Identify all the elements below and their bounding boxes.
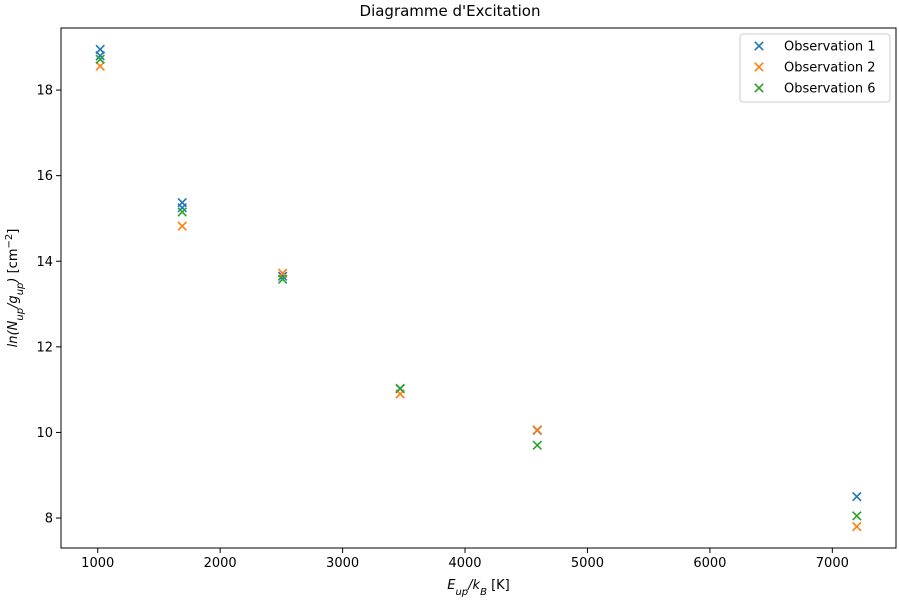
legend-box xyxy=(739,33,891,103)
y-axis-label: ln(Nup/gup) [cm−2] xyxy=(4,229,26,348)
legend-label: Observation 6 xyxy=(784,82,876,97)
y-tick-label: 16 xyxy=(36,169,53,184)
x-tick-label: 2000 xyxy=(204,556,237,571)
data-point-observation-1 xyxy=(95,51,105,61)
plot-area-frame xyxy=(60,27,897,549)
y-axis-ticks: 8 10 12 14 16 18 xyxy=(36,84,61,527)
y-tick-label: 12 xyxy=(36,340,53,355)
legend: Observation 1 Observation 2 Observation 6 xyxy=(739,33,891,103)
data-series-layer xyxy=(95,44,862,532)
y-tick-label: 18 xyxy=(36,84,53,99)
chart-title: Diagramme d'Excitation xyxy=(360,2,541,20)
data-point-observation-2 xyxy=(177,221,187,231)
legend-item-observation-2: Observation 2 xyxy=(754,61,876,76)
x-tick-label: 1000 xyxy=(81,556,114,571)
data-point-observation-6 xyxy=(532,440,543,451)
legend-marker-observation-2 xyxy=(754,62,764,72)
series-observation-6 xyxy=(95,54,862,521)
data-point-observation-1 xyxy=(177,202,187,213)
data-point-observation-2 xyxy=(95,61,105,71)
data-point-observation-6 xyxy=(95,54,105,65)
legend-marker-observation-6 xyxy=(754,83,764,93)
data-point-observation-6 xyxy=(177,207,187,217)
legend-item-observation-6: Observation 6 xyxy=(754,82,876,97)
y-tick-label: 14 xyxy=(36,255,53,270)
x-tick-label: 7000 xyxy=(816,556,849,571)
legend-label: Observation 1 xyxy=(784,40,876,55)
series-observation-2 xyxy=(95,61,862,532)
x-tick-label: 6000 xyxy=(693,556,726,571)
legend-item-observation-1: Observation 1 xyxy=(754,40,876,55)
x-axis-label: Eup/kB [K] xyxy=(447,578,510,598)
x-tick-label: 4000 xyxy=(448,556,481,571)
legend-label: Observation 2 xyxy=(784,61,876,76)
x-tick-label: 5000 xyxy=(571,556,604,571)
series-observation-1 xyxy=(95,44,862,502)
data-point-observation-6 xyxy=(852,511,862,521)
data-point-observation-6 xyxy=(395,383,405,394)
x-tick-label: 3000 xyxy=(326,556,359,571)
data-point-observation-2 xyxy=(532,425,543,435)
x-axis-ticks: 1000 2000 3000 4000 5000 6000 7000 xyxy=(81,548,849,571)
y-tick-label: 8 xyxy=(45,512,53,527)
legend-marker-observation-1 xyxy=(754,41,764,51)
data-point-observation-1 xyxy=(852,491,862,502)
y-tick-label: 10 xyxy=(36,426,53,441)
data-point-observation-6 xyxy=(277,274,288,284)
data-point-observation-2 xyxy=(852,521,862,532)
data-point-observation-1 xyxy=(277,271,288,281)
